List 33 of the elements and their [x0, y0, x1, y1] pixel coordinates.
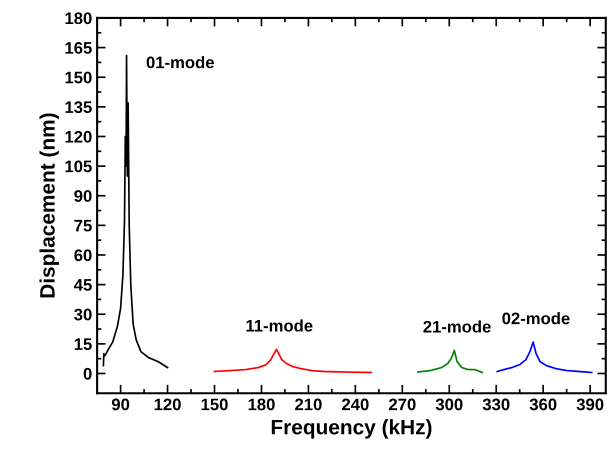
- x-tick-label: 360: [530, 398, 556, 410]
- x-tick-label: 330: [482, 398, 510, 410]
- x-tick-label: 270: [388, 398, 416, 410]
- line-series: [496, 341, 593, 374]
- y-tick-label: 180: [66, 12, 92, 24]
- x-tick-label: 300: [436, 398, 462, 410]
- y-tick-label: 120: [66, 130, 92, 143]
- y-tick-label: 135: [66, 101, 92, 114]
- y-tick-label: 165: [66, 42, 92, 54]
- y-tick-label: 150: [66, 72, 92, 84]
- x-tick-label: 150: [202, 398, 228, 410]
- annotation: 01-mode: [146, 56, 214, 68]
- y-tick-label: 90: [74, 190, 92, 202]
- y-tick-label: 60: [74, 249, 92, 262]
- line-series: [214, 348, 372, 374]
- y-tick-label: 105: [66, 160, 92, 172]
- y-tick-label: 75: [74, 220, 92, 232]
- y-tick-label: 45: [74, 279, 92, 291]
- x-tick-label: 120: [154, 398, 181, 410]
- annotation: 02-mode: [502, 312, 570, 324]
- y-tick-label: 0: [84, 368, 92, 380]
- x-tick-label: 390: [576, 398, 604, 410]
- y-tick-label: 30: [74, 308, 92, 320]
- y-axis-title: Displacement (nm): [39, 113, 59, 298]
- y-tick-label: 15: [74, 338, 92, 350]
- x-axis-title: Frequency (kHz): [272, 419, 432, 439]
- annotation: 11-mode: [246, 319, 313, 332]
- line-series: [417, 350, 483, 374]
- x-tick-label: 180: [248, 398, 275, 410]
- x-tick-label: 210: [295, 398, 322, 410]
- x-tick-label: 90: [112, 398, 130, 410]
- x-tick-label: 240: [342, 398, 369, 410]
- annotation: 21-mode: [423, 320, 491, 333]
